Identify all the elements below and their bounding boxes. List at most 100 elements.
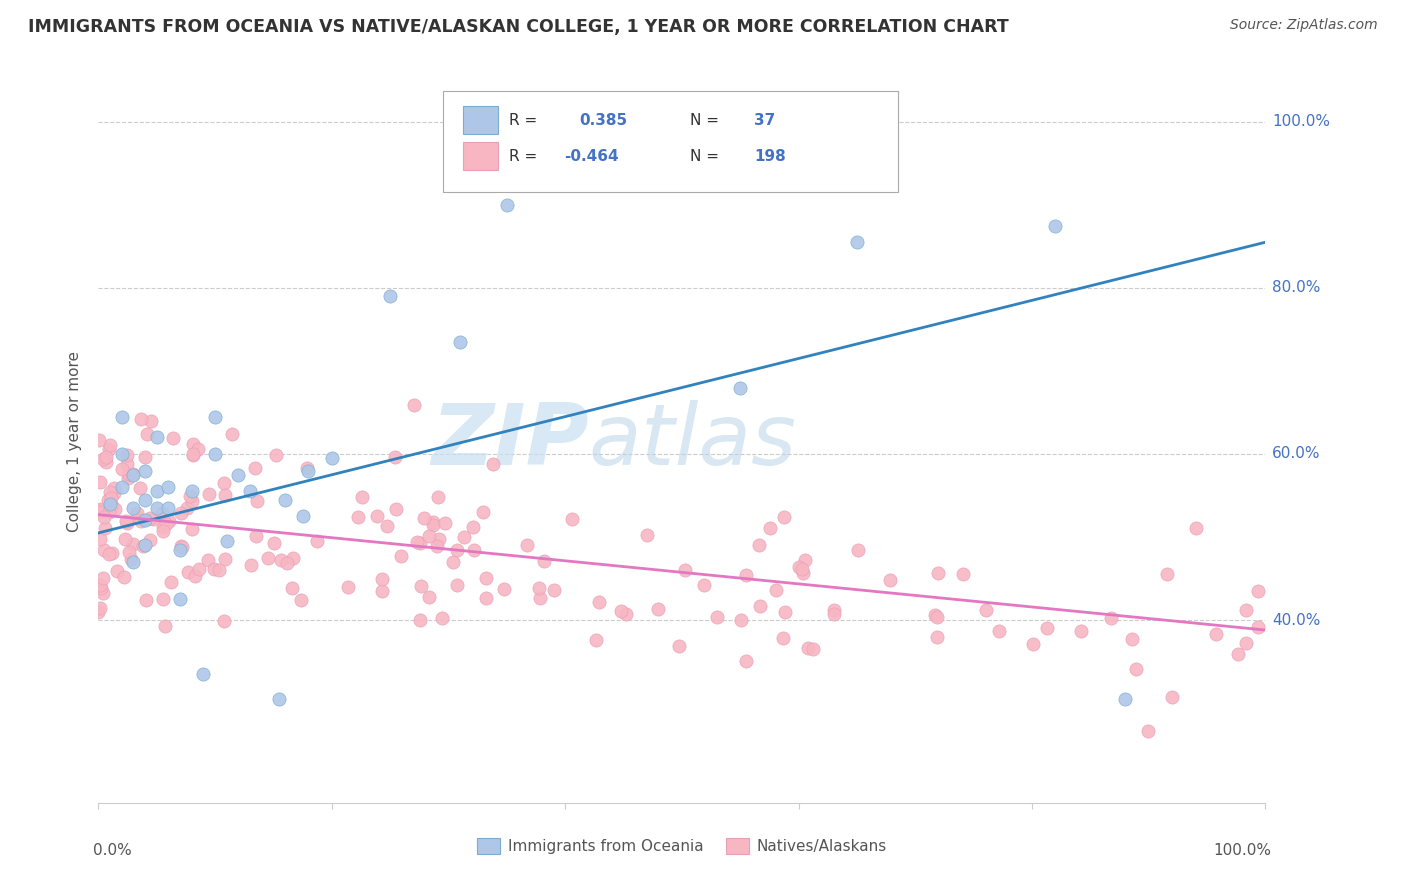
Point xyxy=(101,546,124,560)
Point xyxy=(1125,662,1147,676)
Point xyxy=(290,592,312,607)
Point xyxy=(449,334,471,349)
Point xyxy=(146,500,169,515)
Point xyxy=(125,506,148,520)
Point xyxy=(157,480,180,494)
Point xyxy=(129,515,152,529)
Point xyxy=(181,447,204,461)
Point xyxy=(204,447,226,461)
Point xyxy=(177,566,200,580)
Point xyxy=(790,562,813,576)
Text: 40.0%: 40.0% xyxy=(1272,613,1320,628)
Point xyxy=(787,560,810,574)
Point xyxy=(180,484,202,499)
Text: -0.464: -0.464 xyxy=(564,149,619,163)
Point xyxy=(120,552,142,566)
Point xyxy=(87,434,110,448)
Point xyxy=(90,502,112,516)
Point xyxy=(1156,567,1178,582)
Point xyxy=(89,475,111,489)
Point xyxy=(446,578,468,592)
Point xyxy=(516,538,538,552)
Point xyxy=(730,613,752,627)
Point xyxy=(135,592,157,607)
Point xyxy=(111,461,134,475)
Point xyxy=(204,409,226,424)
Point xyxy=(127,510,149,524)
Point xyxy=(264,448,287,462)
Point xyxy=(98,547,121,561)
Point xyxy=(212,615,235,629)
Point xyxy=(561,512,583,526)
Point xyxy=(1114,692,1136,706)
Point xyxy=(1070,624,1092,638)
Point xyxy=(87,503,110,517)
Point xyxy=(100,491,122,506)
Point xyxy=(245,460,267,475)
Point xyxy=(408,536,430,550)
Point xyxy=(389,549,412,563)
Point xyxy=(976,602,998,616)
Point xyxy=(245,529,267,543)
Point xyxy=(90,581,112,595)
Point xyxy=(142,512,165,526)
Point xyxy=(413,510,436,524)
Point xyxy=(765,583,787,598)
Point xyxy=(215,534,238,549)
Point xyxy=(823,602,845,616)
Point xyxy=(385,502,408,516)
Bar xyxy=(463,143,498,169)
Point xyxy=(614,607,637,622)
Point xyxy=(925,630,948,644)
Point xyxy=(91,571,114,585)
Point xyxy=(139,415,162,429)
Point xyxy=(409,579,432,593)
Point xyxy=(111,480,134,494)
Point xyxy=(823,607,845,622)
Point xyxy=(129,411,152,425)
Point xyxy=(773,509,796,524)
Point xyxy=(153,619,176,633)
Point xyxy=(772,631,794,645)
Point xyxy=(773,605,796,619)
Point xyxy=(121,467,143,481)
Point xyxy=(146,484,169,499)
Point xyxy=(377,519,399,533)
Point xyxy=(1247,620,1270,634)
Point xyxy=(1099,611,1122,625)
Point xyxy=(257,550,280,565)
Point xyxy=(529,581,551,595)
Text: N =: N = xyxy=(690,149,718,163)
Point xyxy=(879,573,901,587)
Point xyxy=(134,464,156,478)
Point xyxy=(134,538,156,552)
Point xyxy=(98,485,121,500)
Point xyxy=(668,640,690,654)
Point xyxy=(610,604,633,618)
Point xyxy=(1160,690,1182,704)
Point xyxy=(496,198,519,212)
Point xyxy=(160,575,183,590)
Point xyxy=(453,530,475,544)
Point xyxy=(170,539,193,553)
Point xyxy=(792,566,814,580)
Point xyxy=(107,564,129,578)
Point xyxy=(297,464,319,478)
Point xyxy=(115,457,138,471)
Point xyxy=(426,539,449,553)
Point xyxy=(1234,636,1257,650)
Point xyxy=(157,515,180,529)
Point xyxy=(101,499,124,513)
Point xyxy=(187,442,209,457)
Point xyxy=(673,564,696,578)
Point xyxy=(152,520,174,534)
Text: 37: 37 xyxy=(754,112,776,128)
Text: R =: R = xyxy=(509,112,537,128)
Point xyxy=(636,527,658,541)
Point xyxy=(759,521,782,535)
Text: Source: ZipAtlas.com: Source: ZipAtlas.com xyxy=(1230,18,1378,32)
Point xyxy=(927,609,949,624)
Point xyxy=(422,517,444,532)
Point xyxy=(169,542,191,557)
Point xyxy=(734,654,756,668)
